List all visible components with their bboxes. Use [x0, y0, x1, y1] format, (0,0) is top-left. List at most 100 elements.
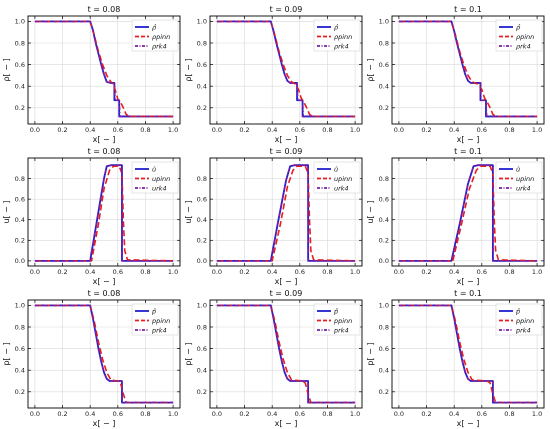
- chart-title: t = 0.08: [88, 5, 121, 14]
- x-tick-label: 0.4: [449, 268, 459, 276]
- series-line-3: [216, 164, 356, 262]
- legend-label: ρpinn: [152, 33, 170, 41]
- x-axis-label: x[ − ]: [457, 277, 480, 286]
- y-tick-label: 0.2: [379, 388, 389, 396]
- x-tick-label: 0.6: [295, 410, 305, 418]
- series-line-3: [398, 164, 538, 262]
- x-tick-label: 0.2: [421, 268, 431, 276]
- plot-frame: [27, 299, 181, 409]
- x-tick-label: 0.8: [504, 126, 514, 134]
- y-tick-label: 0.2: [197, 104, 207, 112]
- x-tick-label: 0.2: [57, 410, 67, 418]
- plot-frame: [209, 157, 363, 267]
- x-tick-label: 0.2: [239, 126, 249, 134]
- legend-label: ρ̂: [152, 23, 157, 31]
- y-axis-label: p[ − ]: [184, 342, 193, 365]
- series-line-2: [216, 165, 356, 262]
- chart-panel-9: 0.0 0.2 0.4 0.6 0.8 1.0 0.2 0.4 0.6 0.8 1.0 t = 0.1…: [366, 289, 545, 428]
- chart-panel-3: 0.0 0.2 0.4 0.6 0.8 1.0 0.2 0.4 0.6 0.8 1.0 t = 0.1…: [366, 5, 545, 144]
- x-tick-label: 0.8: [140, 126, 150, 134]
- chart-title: t = 0.09: [270, 5, 303, 14]
- x-tick-label: 0.0: [394, 268, 404, 276]
- x-tick-label: 0.6: [295, 126, 305, 134]
- chart-panel-2: 0.0 0.2 0.4 0.6 0.8 1.0 0.2 0.4 0.6 0.8 1.0 t = 0.0…: [184, 5, 363, 144]
- y-tick-label: 1.0: [379, 18, 389, 26]
- y-tick-label: 0.6: [379, 61, 389, 69]
- x-tick-label: 0.8: [140, 410, 150, 418]
- x-tick-label: 0.0: [212, 410, 222, 418]
- series-line-2: [34, 304, 174, 404]
- x-tick-label: 0.6: [477, 268, 487, 276]
- y-tick-label: 0.0: [379, 257, 389, 265]
- series-line-2: [34, 165, 174, 262]
- x-tick-label: 0.4: [267, 126, 277, 134]
- plot-frame: [209, 15, 363, 125]
- x-axis-label: x[ − ]: [93, 419, 116, 428]
- x-tick-label: 0.4: [267, 268, 277, 276]
- y-tick-label: 0.8: [15, 175, 25, 183]
- y-tick-label: 0.8: [15, 323, 25, 331]
- y-tick-label: 1.0: [197, 18, 207, 26]
- x-tick-label: 1.0: [532, 410, 542, 418]
- x-tick-label: 0.8: [504, 410, 514, 418]
- x-tick-label: 0.8: [322, 126, 332, 134]
- legend-label: ρrk4: [334, 42, 349, 50]
- x-tick-label: 0.6: [113, 268, 123, 276]
- legend-label: prk4: [515, 326, 531, 334]
- legend-label: û: [152, 165, 156, 173]
- y-tick-label: 0.4: [379, 83, 389, 91]
- legend-label: urk4: [334, 184, 349, 192]
- x-tick-label: 0.4: [449, 410, 459, 418]
- y-tick-label: 0.2: [379, 237, 389, 245]
- x-tick-label: 0.4: [85, 410, 95, 418]
- legend-label: ρ̂: [334, 23, 339, 31]
- legend-label: ρrk4: [516, 42, 531, 50]
- y-tick-label: 0.4: [379, 367, 389, 375]
- x-tick-label: 0.4: [85, 126, 95, 134]
- y-tick-label: 0.6: [379, 195, 389, 203]
- x-axis-label: x[ − ]: [457, 135, 480, 144]
- y-tick-label: 0.8: [379, 323, 389, 331]
- legend-label: p̂: [333, 307, 339, 315]
- y-tick-label: 0.4: [197, 367, 207, 375]
- x-tick-label: 0.2: [421, 126, 431, 134]
- series-line-3: [34, 164, 174, 262]
- chart-panel-4: 0.0 0.2 0.4 0.6 0.8 1.0 0.0 0.2 0.4 0.6 0.8 t = 0.0…: [2, 147, 181, 286]
- x-tick-label: 1.0: [532, 126, 542, 134]
- x-tick-label: 0.8: [322, 268, 332, 276]
- y-tick-label: 0.8: [379, 175, 389, 183]
- chart-panel-7: 0.0 0.2 0.4 0.6 0.8 1.0 0.2 0.4 0.6 0.8 1.0 t = 0.0…: [2, 289, 181, 428]
- series-line-2: [398, 165, 538, 262]
- legend-label: ρrk4: [152, 42, 167, 50]
- series-line-3: [216, 20, 356, 118]
- x-tick-label: 0.6: [113, 410, 123, 418]
- y-tick-label: 1.0: [379, 302, 389, 310]
- x-axis-label: x[ − ]: [275, 277, 298, 286]
- plot-frame: [391, 157, 545, 267]
- y-axis-label: ρ[ − ]: [184, 58, 193, 81]
- plot-frame: [209, 299, 363, 409]
- x-tick-label: 0.0: [30, 268, 40, 276]
- y-axis-label: p[ − ]: [2, 342, 11, 365]
- legend-label: upinn: [516, 175, 534, 183]
- x-tick-label: 0.0: [30, 410, 40, 418]
- y-axis-label: ρ[ − ]: [366, 58, 375, 81]
- y-tick-label: 0.6: [379, 345, 389, 353]
- x-axis-label: x[ − ]: [275, 419, 298, 428]
- legend-label: ρpinn: [334, 33, 352, 41]
- plot-frame: [27, 157, 181, 267]
- x-tick-label: 1.0: [168, 268, 178, 276]
- x-tick-label: 0.6: [477, 410, 487, 418]
- y-tick-label: 0.4: [197, 216, 207, 224]
- x-tick-label: 0.0: [212, 126, 222, 134]
- y-tick-label: 0.6: [15, 61, 25, 69]
- y-tick-label: 0.6: [197, 61, 207, 69]
- y-axis-label: u[ − ]: [184, 200, 193, 223]
- series-line-3: [398, 20, 538, 118]
- chart-title: t = 0.08: [88, 147, 121, 156]
- y-tick-label: 0.6: [15, 195, 25, 203]
- x-axis-label: x[ − ]: [275, 135, 298, 144]
- x-tick-label: 1.0: [350, 410, 360, 418]
- y-tick-label: 1.0: [197, 302, 207, 310]
